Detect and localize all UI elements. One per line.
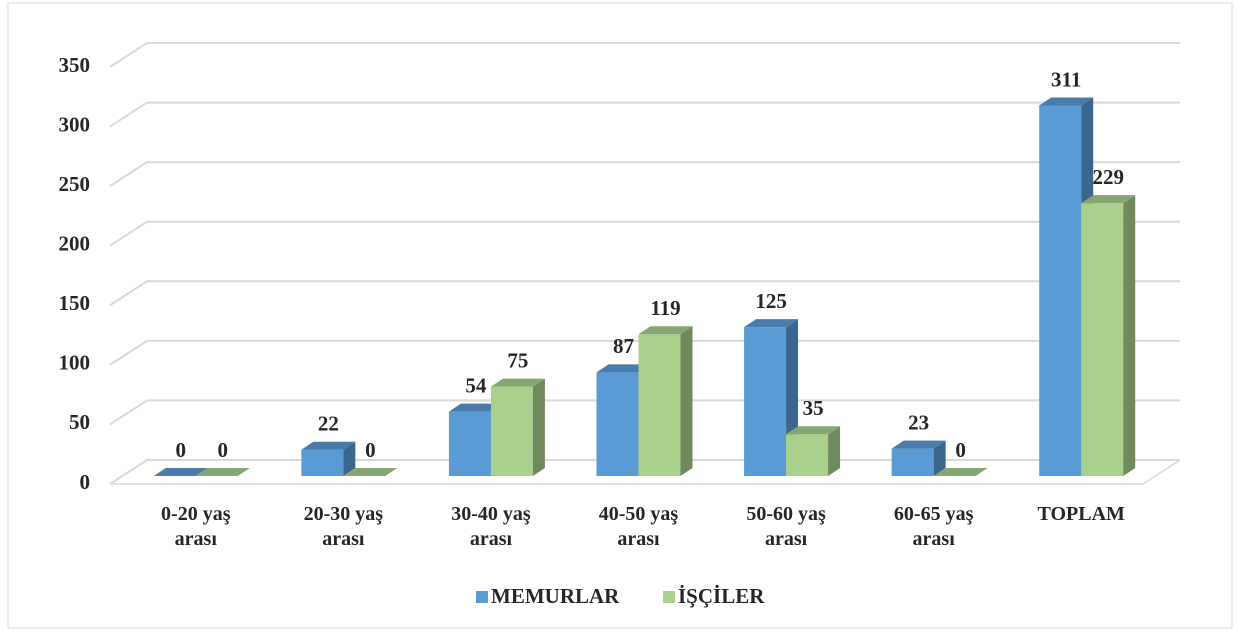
bar <box>786 426 841 476</box>
bar-top <box>744 319 799 328</box>
grid-line <box>109 280 1180 307</box>
value-label: 54 <box>465 373 487 397</box>
y-tick-label: 50 <box>69 410 90 434</box>
bar-top <box>195 468 250 476</box>
bar-top <box>448 403 503 412</box>
bar-top <box>933 468 988 476</box>
y-tick-label: 200 <box>59 232 91 256</box>
bar-front <box>744 327 787 476</box>
value-label: 75 <box>507 348 528 372</box>
bar-front <box>786 434 829 476</box>
legend-label: MEMURLAR <box>491 584 620 608</box>
value-label: 0 <box>176 438 187 462</box>
x-tick-label: 0-20 yaş arası <box>161 503 231 550</box>
bar-top <box>343 468 398 476</box>
value-label: 119 <box>650 296 680 320</box>
bar-top <box>490 378 545 387</box>
value-label: 311 <box>1051 67 1081 91</box>
x-tick-label: 50-60 yaş arası <box>746 503 826 550</box>
bar-top <box>301 441 356 450</box>
bar <box>891 440 946 476</box>
grid-line <box>109 101 1180 128</box>
y-tick-label: 300 <box>59 112 91 136</box>
bar-front <box>1081 203 1124 477</box>
bar-top <box>1039 97 1094 106</box>
y-tick-label: 100 <box>59 351 91 375</box>
grid-line <box>109 339 1180 366</box>
grid-line <box>109 161 1180 187</box>
bar-top <box>638 326 693 335</box>
value-label: 125 <box>755 289 787 313</box>
value-label: 87 <box>613 334 634 358</box>
bar-top <box>891 440 946 449</box>
bar <box>490 378 545 476</box>
grid-line <box>109 220 1180 247</box>
bar-side <box>532 378 545 476</box>
bar-side <box>828 426 841 476</box>
bar <box>195 468 250 476</box>
bar-front <box>596 372 639 476</box>
bar-top <box>786 426 841 435</box>
x-tick-label: 40-50 yaş arası <box>598 503 679 550</box>
bar-front <box>490 386 533 476</box>
x-tick-label: 20-30 yaş arası <box>303 503 384 550</box>
legend-swatch <box>476 591 488 603</box>
value-label: 0 <box>955 438 966 462</box>
grid-line <box>109 42 1180 68</box>
value-label: 22 <box>318 412 339 436</box>
value-label: 23 <box>908 410 929 434</box>
y-tick-label: 250 <box>59 172 91 196</box>
bar <box>153 468 208 476</box>
bar <box>638 326 693 476</box>
bar <box>933 468 988 476</box>
bar-front <box>448 411 491 476</box>
bar <box>301 441 356 476</box>
bar-side <box>343 441 356 476</box>
bar-side <box>680 326 693 476</box>
floor-edge <box>1142 459 1181 485</box>
chart-frame <box>7 2 1233 629</box>
bar-side <box>1123 195 1136 477</box>
legend-swatch <box>663 591 675 603</box>
bar-top <box>1081 195 1136 204</box>
x-tick-label: 60-65 yaş arası <box>893 503 974 550</box>
bar-front <box>301 449 344 476</box>
value-label: 0 <box>365 438 376 462</box>
x-tick-label: 30-40 yaş arası <box>451 503 531 550</box>
bar-front <box>638 334 681 476</box>
bar <box>343 468 398 476</box>
value-label: 229 <box>1092 165 1124 189</box>
grid-line <box>109 399 1180 426</box>
y-tick-label: 150 <box>59 291 91 315</box>
bar-top <box>153 468 208 476</box>
legend-label: İŞÇİLER <box>678 584 765 608</box>
x-tick-label: TOPLAM <box>1037 503 1125 525</box>
bar-front <box>1039 105 1082 477</box>
y-tick-label: 0 <box>80 470 91 494</box>
bar-front <box>891 448 934 476</box>
value-label: 0 <box>218 438 229 462</box>
bar <box>1081 195 1136 477</box>
bar-side <box>933 440 946 476</box>
y-tick-label: 350 <box>59 53 91 77</box>
bar-top <box>596 364 651 373</box>
value-label: 35 <box>803 396 824 420</box>
